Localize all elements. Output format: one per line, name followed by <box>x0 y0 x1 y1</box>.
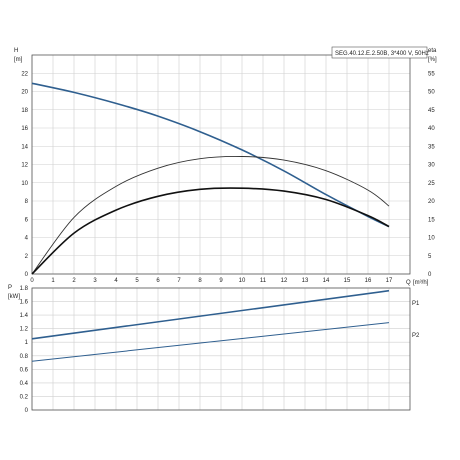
x-tick-label: 17 <box>386 278 393 284</box>
y-axis-unit: [m] <box>14 57 23 63</box>
y2-tick-label: 25 <box>428 181 435 187</box>
y2-axis-label: eta <box>428 48 437 54</box>
x-tick-label: 3 <box>93 278 97 284</box>
y2-tick-label: 0 <box>428 272 432 278</box>
head-chart-frame <box>31 54 411 275</box>
y-axis-label: H <box>14 48 18 54</box>
power-curve-p1 <box>31 289 390 340</box>
power-tick-label: 0.6 <box>20 367 29 373</box>
x-tick-label: 11 <box>260 278 267 284</box>
y2-tick-label: 35 <box>428 144 435 150</box>
power-chart-frame <box>31 287 411 411</box>
x-tick-label: 5 <box>135 278 139 284</box>
power-chart: 0 0.2 0.4 0.6 0.8 1 1.2 1.4 1.6 1.8 P [kW] P1 P2 <box>8 285 420 414</box>
legend-p1: P1 <box>412 301 420 307</box>
y-tick-label: 8 <box>25 199 29 205</box>
y-tick-label: 6 <box>25 217 29 223</box>
x-tick-label: 7 <box>177 278 181 284</box>
y-tick-label: 22 <box>21 71 28 77</box>
efficiency-curve-upper <box>31 155 390 275</box>
x-tick-label: 9 <box>219 278 223 284</box>
x-tick-label: 12 <box>281 278 288 284</box>
y2-tick-label: 40 <box>428 126 435 132</box>
x-tick-label: 16 <box>365 278 372 284</box>
y2-tick-label: 30 <box>428 163 435 169</box>
x-tick-label: 13 <box>302 278 309 284</box>
head-chart-ticks: 0 1 2 3 4 5 6 7 8 9 10 11 12 13 14 15 16 1702468101214161… <box>21 71 435 284</box>
power-curve-p2 <box>31 322 390 362</box>
x-tick-label: 2 <box>72 278 76 284</box>
x-tick-label: 4 <box>114 278 118 284</box>
y2-tick-label: 50 <box>428 90 435 96</box>
chart-title: SEG.40.12.E.2.50B, 3*400 V, 50Hz <box>335 51 429 57</box>
head-curve <box>31 82 390 228</box>
y-tick-label: 14 <box>21 144 28 150</box>
efficiency-curve-lower <box>31 187 390 275</box>
power-tick-label: 1.6 <box>20 300 29 306</box>
legend-p2: P2 <box>412 333 420 339</box>
x-tick-label: 14 <box>323 278 330 284</box>
power-tick-label: 0.4 <box>20 381 29 387</box>
y2-tick-label: 55 <box>428 71 435 77</box>
y2-tick-label: 5 <box>428 254 432 260</box>
power-tick-label: 1.4 <box>20 313 29 319</box>
head-chart-grid <box>31 55 410 275</box>
power-chart-grid <box>31 287 410 411</box>
x-axis-unit: [m³/h] <box>413 280 429 286</box>
y-tick-label: 16 <box>21 126 28 132</box>
y2-tick-label: 10 <box>428 236 435 242</box>
x-tick-label: 8 <box>198 278 202 284</box>
y-tick-label: 20 <box>21 90 28 96</box>
power-tick-label: 0.2 <box>20 394 29 400</box>
y2-tick-label: 15 <box>428 217 435 223</box>
power-tick-label: 0.8 <box>20 354 29 360</box>
power-tick-label: 1.2 <box>20 327 29 333</box>
y-tick-label: 10 <box>21 181 28 187</box>
x-tick-label: 6 <box>156 278 160 284</box>
power-tick-label: 1.8 <box>20 286 29 292</box>
power-chart-ticks: 0 0.2 0.4 0.6 0.8 1 1.2 1.4 1.6 1.8 <box>20 286 29 414</box>
title-box <box>331 46 428 59</box>
x-tick-label: 0 <box>30 278 34 284</box>
y-tick-label: 18 <box>21 108 28 114</box>
head-chart-series <box>31 82 390 275</box>
y-tick-label: 4 <box>25 236 29 242</box>
y-tick-label: 0 <box>25 272 29 278</box>
y2-axis-unit: [%] <box>428 57 437 63</box>
power-axis-label: P <box>8 285 12 291</box>
y2-tick-label: 45 <box>428 108 435 114</box>
y-tick-label: 2 <box>25 254 29 260</box>
x-tick-label: 1 <box>51 278 55 284</box>
y-tick-label: 12 <box>21 163 28 169</box>
x-axis-label: Q <box>406 280 411 286</box>
power-chart-series <box>31 289 390 362</box>
power-tick-label: 0 <box>25 408 29 414</box>
power-tick-label: 1 <box>25 340 29 346</box>
y2-tick-label: 20 <box>428 199 435 205</box>
x-tick-label: 10 <box>239 278 246 284</box>
power-axis-unit: [kW] <box>8 294 20 300</box>
x-tick-label: 15 <box>344 278 351 284</box>
head-efficiency-chart: 0 1 2 3 4 5 6 7 8 9 10 11 12 13 14 15 16 1702468101214161… <box>14 46 437 286</box>
